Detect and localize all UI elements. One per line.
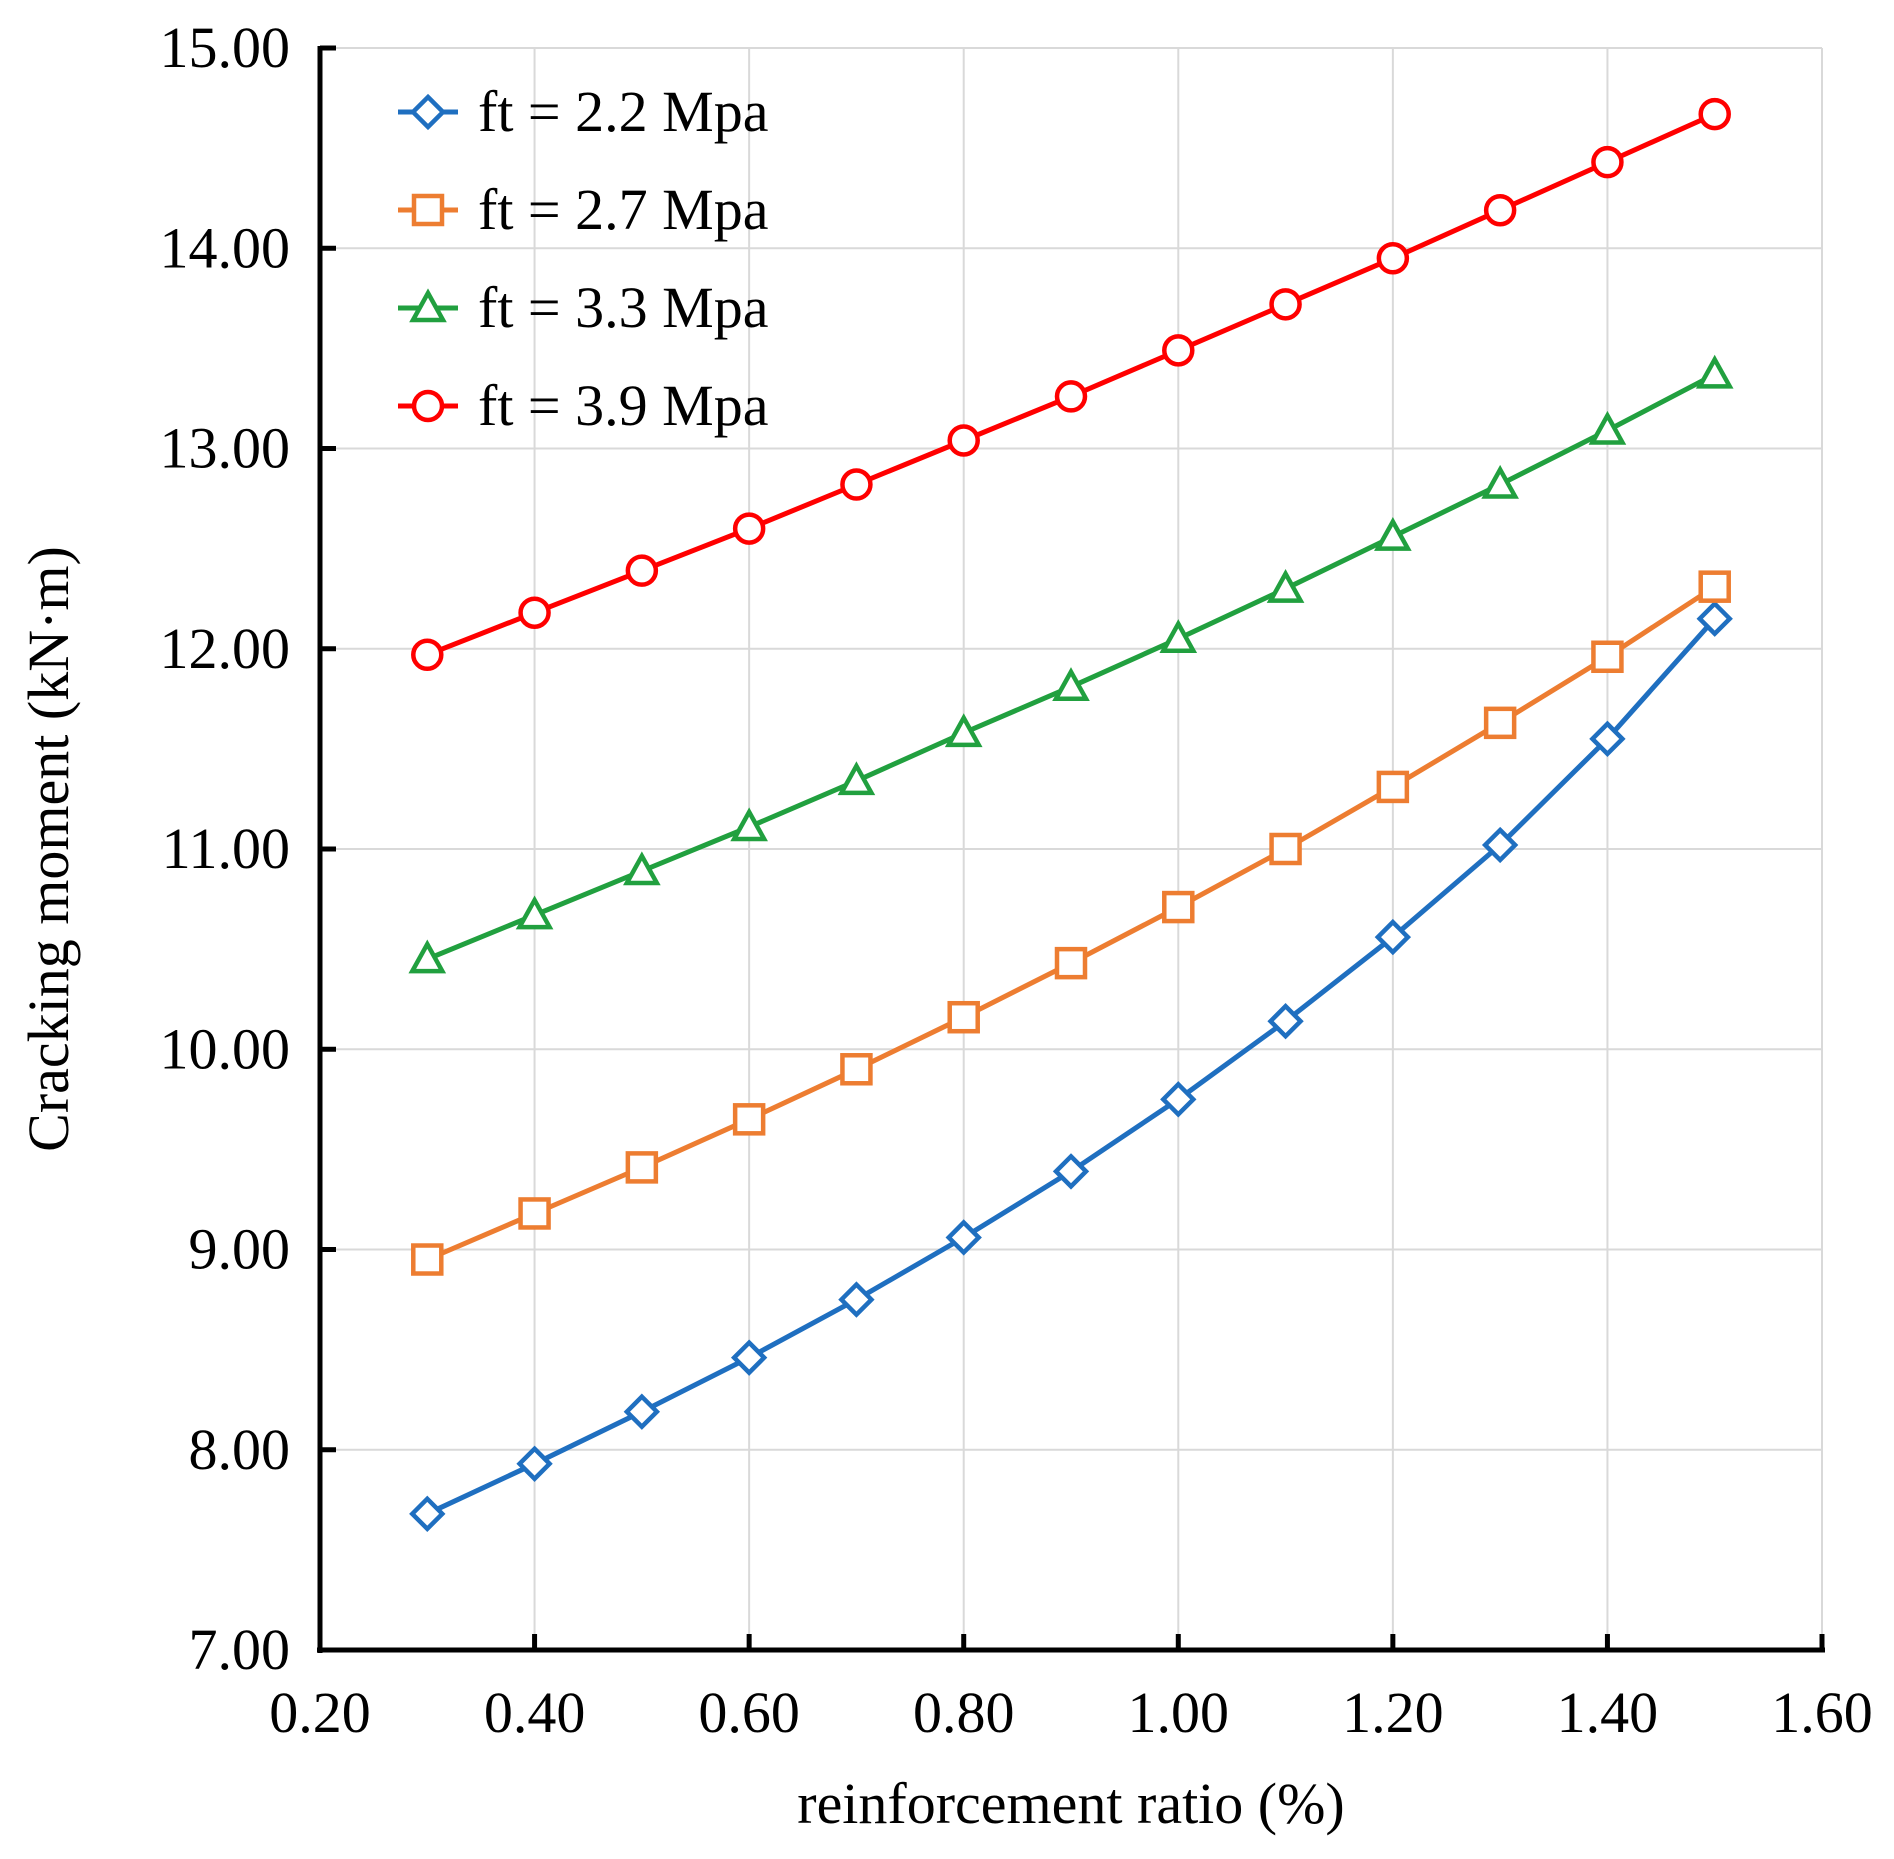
data-point-diamond	[409, 93, 447, 131]
data-point-triangle	[409, 288, 447, 323]
data-point-triangle	[1159, 619, 1198, 653]
data-point-circle	[1376, 242, 1410, 275]
data-point-circle	[1162, 334, 1195, 367]
data-point-circle	[1054, 380, 1088, 413]
y-tick-label: 11.00	[162, 816, 290, 881]
x-tick-label: 1.00	[1128, 1680, 1230, 1745]
x-tick-label: 0.20	[269, 1680, 371, 1745]
data-point-diamond	[1696, 600, 1733, 637]
x-tick-label: 0.60	[698, 1680, 800, 1745]
data-point-square	[1591, 640, 1624, 674]
data-point-circle	[732, 512, 766, 545]
data-point-diamond	[1589, 720, 1626, 758]
series-layer	[408, 97, 1734, 1533]
y-tick-label: 10.00	[160, 1016, 291, 1081]
data-point-square	[947, 1000, 980, 1034]
legend-label: ft = 3.3 Mpa	[478, 275, 768, 340]
data-point-circle	[1483, 193, 1517, 227]
data-point-square	[411, 1243, 444, 1276]
axes: 7.00 8.00 9.00 10.00 11.00 12.00 13.00 14.00 15.…	[160, 15, 1873, 1745]
legend: ft = 2.2 Mpa ft = 2.7 Mpa ft = 3.3 Mpa ft =…	[398, 79, 768, 438]
data-point-diamond	[516, 1445, 553, 1482]
data-point-circle	[1269, 288, 1302, 321]
data-point-circle	[518, 596, 551, 629]
data-point-diamond	[1481, 826, 1519, 864]
data-point-circle	[840, 468, 873, 501]
data-point-diamond	[838, 1281, 875, 1318]
data-point-circle	[1591, 145, 1624, 179]
data-point-triangle	[837, 761, 876, 796]
y-tick-label: 14.00	[160, 215, 291, 280]
data-point-square	[1698, 570, 1731, 603]
series-4	[411, 97, 1731, 672]
data-point-square	[1162, 890, 1195, 924]
x-tick-label: 0.40	[484, 1680, 586, 1745]
data-point-diamond	[1052, 1153, 1090, 1190]
data-point-square	[1054, 946, 1088, 980]
data-point-circle	[1698, 97, 1731, 131]
data-point-square	[1483, 706, 1517, 740]
data-point-circle	[411, 389, 445, 423]
y-tick-label: 8.00	[189, 1417, 291, 1482]
data-point-square	[732, 1103, 766, 1136]
data-point-square	[1376, 770, 1410, 804]
data-point-diamond	[730, 1339, 768, 1376]
data-point-triangle	[515, 895, 554, 930]
data-point-diamond	[409, 1495, 446, 1533]
data-point-triangle	[1052, 667, 1090, 702]
data-point-triangle	[1695, 354, 1734, 389]
legend-entry: ft = 2.7 Mpa	[398, 177, 768, 242]
data-point-triangle	[1588, 410, 1627, 445]
series-3	[408, 354, 1734, 974]
data-point-square	[625, 1151, 659, 1184]
data-point-triangle	[408, 939, 447, 974]
y-tick-label: 7.00	[189, 1617, 291, 1682]
y-tick-label: 9.00	[189, 1217, 291, 1282]
x-tick-label: 0.80	[913, 1680, 1015, 1745]
data-point-square	[411, 193, 445, 227]
y-axis-title: Cracking moment (kN·m)	[16, 546, 81, 1152]
data-point-diamond	[623, 1393, 661, 1430]
data-point-triangle	[1374, 516, 1412, 551]
data-point-diamond	[1160, 1081, 1197, 1118]
data-point-diamond	[945, 1219, 982, 1256]
data-point-triangle	[1266, 569, 1305, 603]
x-tick-label: 1.20	[1342, 1680, 1444, 1745]
data-point-diamond	[1374, 918, 1412, 956]
legend-label: ft = 3.9 Mpa	[478, 373, 768, 438]
y-tick-label: 13.00	[160, 416, 291, 481]
data-point-circle	[625, 554, 659, 587]
data-point-triangle	[944, 713, 983, 748]
data-point-triangle	[1481, 464, 1519, 499]
legend-entry: ft = 3.9 Mpa	[398, 373, 768, 438]
data-point-square	[840, 1053, 873, 1086]
x-tick-label: 1.60	[1771, 1680, 1873, 1745]
data-point-square	[1269, 832, 1302, 866]
data-point-triangle	[730, 807, 768, 842]
legend-entry: ft = 2.2 Mpa	[398, 79, 768, 144]
series-1	[409, 600, 1733, 1533]
x-axis-title: reinforcement ratio (%)	[797, 1771, 1345, 1836]
data-point-square	[518, 1197, 551, 1230]
series-2	[411, 570, 1731, 1276]
y-tick-label: 12.00	[160, 616, 291, 681]
data-point-triangle	[623, 851, 661, 886]
legend-label: ft = 2.7 Mpa	[478, 177, 768, 242]
legend-entry: ft = 3.3 Mpa	[398, 275, 768, 340]
x-tick-label: 1.40	[1557, 1680, 1659, 1745]
data-point-circle	[947, 424, 980, 457]
data-point-diamond	[1267, 1003, 1304, 1040]
legend-label: ft = 2.2 Mpa	[478, 79, 768, 144]
y-tick-label: 15.00	[160, 15, 291, 80]
grid	[320, 47, 1823, 1650]
data-point-circle	[411, 638, 444, 672]
